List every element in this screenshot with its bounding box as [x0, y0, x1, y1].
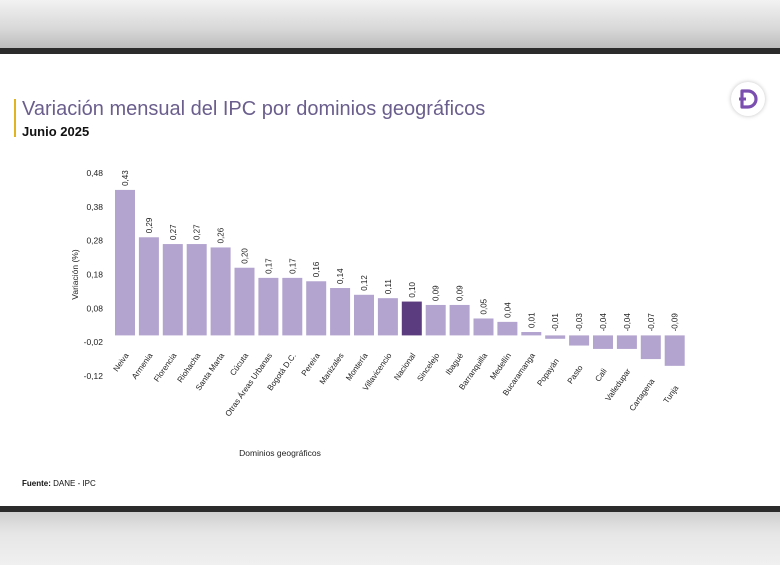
data-label: -0,01	[551, 313, 560, 332]
y-axis-title: Variación (%)	[70, 249, 80, 300]
x-tick-label: Pasto	[566, 363, 585, 385]
x-tick-label: Armenia	[130, 351, 155, 381]
y-tick-label: 0,08	[86, 303, 103, 313]
x-tick-label: Pereira	[300, 351, 322, 378]
data-label: 0,26	[217, 227, 226, 243]
data-label: 0,05	[480, 298, 489, 314]
x-tick-label: Tunja	[662, 383, 681, 405]
bar	[569, 335, 590, 346]
data-label: 0,01	[527, 312, 536, 328]
data-label: 0,16	[312, 261, 321, 277]
bar	[282, 277, 303, 336]
bar	[640, 335, 661, 360]
data-label: 0,17	[264, 258, 273, 274]
x-tick-label: Nacional	[392, 351, 417, 382]
bar	[521, 332, 542, 336]
x-tick-label: Medellín	[488, 351, 513, 381]
chart-title: Variación mensual del IPC por dominios g…	[22, 98, 486, 120]
bar	[449, 304, 470, 336]
bar	[258, 277, 279, 336]
bar	[234, 267, 255, 336]
data-label: 0,09	[456, 285, 465, 301]
x-tick-label: Cali	[593, 367, 608, 384]
y-tick-label: 0,48	[86, 168, 103, 178]
presentation-slide: Variación mensual del IPC por dominios g…	[0, 48, 780, 512]
data-label: -0,09	[671, 313, 680, 332]
bar	[616, 335, 637, 349]
x-tick-label: Neiva	[112, 351, 131, 373]
bar	[593, 335, 613, 349]
x-tick-label: Ibagué	[444, 351, 466, 377]
x-tick-label: Manizales	[318, 351, 346, 386]
data-label: -0,03	[575, 313, 584, 332]
source-note: Fuente: DANE - IPC	[22, 479, 96, 488]
y-tick-label: -0,02	[84, 337, 104, 347]
x-tick-label: Sincelejo	[415, 351, 441, 383]
bar	[377, 298, 398, 336]
bar-chart: 0,48 0,38 0,28 0,18 0,08 -0,02 -0,12 Variación …	[70, 168, 685, 458]
bar	[354, 294, 374, 336]
bar	[497, 321, 518, 336]
x-tick-label: Popayán	[535, 357, 560, 388]
data-label: -0,04	[623, 313, 632, 332]
y-tick-label: 0,28	[86, 236, 103, 246]
chart-subtitle: Junio 2025	[22, 124, 90, 139]
bar	[401, 301, 422, 336]
data-label: 0,20	[241, 248, 250, 264]
data-label: 0,17	[288, 258, 297, 274]
dane-d-logo-icon	[731, 82, 765, 116]
bar	[162, 244, 183, 336]
data-label: 0,12	[360, 275, 369, 291]
source-value: DANE - IPC	[53, 479, 96, 488]
y-tick-label: -0,12	[84, 371, 104, 381]
bar	[306, 281, 327, 336]
data-label: 0,27	[193, 224, 202, 240]
title-accent-bar	[14, 99, 16, 137]
x-tick-label: Montería	[344, 351, 370, 382]
bar	[330, 288, 351, 336]
data-label: 0,11	[384, 279, 393, 295]
window-top-band	[0, 0, 780, 48]
data-label: 0,29	[145, 217, 154, 233]
data-label: -0,07	[647, 313, 656, 332]
bar	[210, 247, 231, 336]
bar	[186, 244, 207, 336]
window-bottom-band	[0, 512, 780, 565]
data-label: 0,14	[336, 268, 345, 284]
data-label: 0,43	[121, 170, 130, 186]
data-label: 0,10	[408, 281, 417, 297]
x-tick-label: Cartagena	[628, 377, 657, 413]
bar	[115, 189, 135, 336]
y-tick-label: 0,18	[86, 270, 103, 280]
bar	[138, 237, 159, 336]
data-label: 0,04	[503, 302, 512, 318]
bar	[473, 318, 494, 336]
bar	[545, 335, 566, 339]
x-tick-label: Cúcuta	[228, 351, 250, 377]
bar	[425, 304, 446, 336]
data-label: 0,09	[432, 285, 441, 301]
y-tick-label: 0,38	[86, 202, 103, 212]
bar	[664, 335, 685, 366]
x-axis-title: Dominios geográficos	[239, 448, 321, 458]
source-label: Fuente:	[22, 479, 51, 488]
data-label: 0,27	[169, 224, 178, 240]
data-label: -0,04	[599, 313, 608, 332]
